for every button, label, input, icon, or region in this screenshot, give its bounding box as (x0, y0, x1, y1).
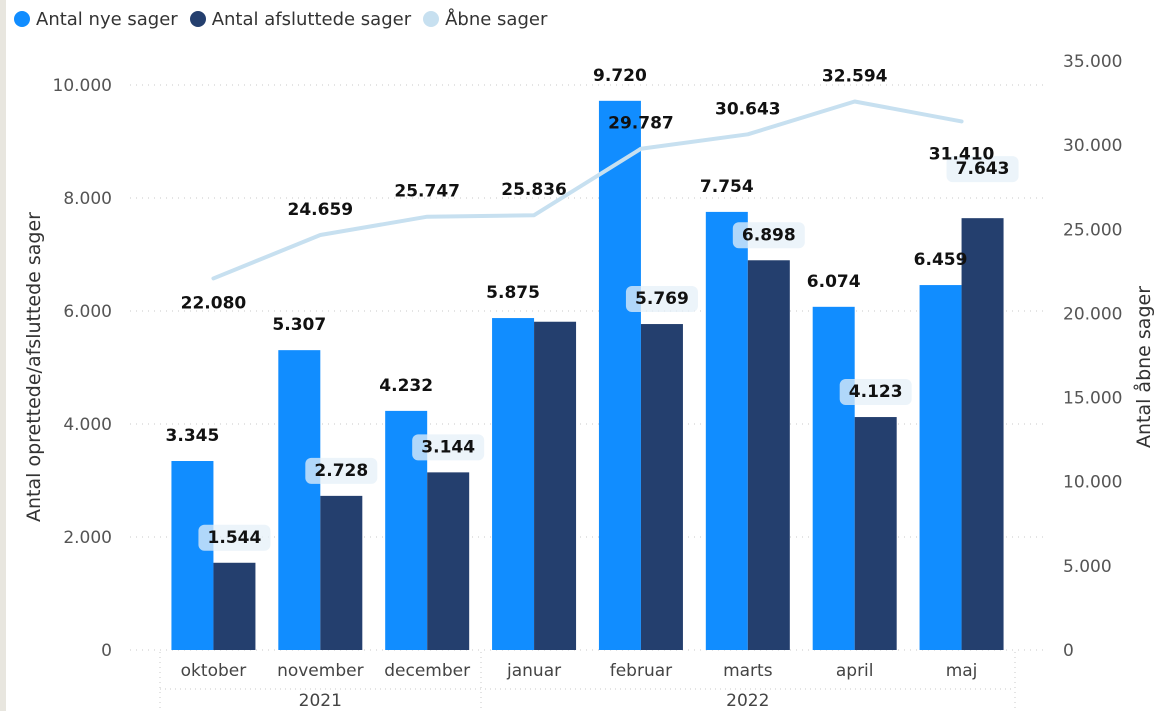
bar-closed-cases (427, 472, 470, 650)
bar-new-cases (171, 461, 214, 650)
data-label-open: 30.643 (715, 99, 781, 119)
x-tick-label: april (836, 661, 874, 681)
data-label-open: 25.836 (501, 180, 567, 200)
data-label-closed: 6.898 (742, 225, 796, 245)
data-label-new: 3.345 (166, 426, 220, 446)
bar-new-cases (705, 211, 748, 651)
legend-marker-new (14, 11, 30, 27)
data-label-new: 5.875 (486, 283, 540, 303)
data-label-bg (305, 457, 378, 484)
data-label-closed: 4.123 (849, 382, 903, 402)
y-right-tick-label: 35.000 (1063, 52, 1122, 72)
data-label-bg (625, 286, 698, 313)
y-right-tick-label: 5.000 (1063, 557, 1112, 577)
line-open-cases (211, 99, 964, 281)
bar-new-cases (278, 350, 321, 650)
x-tick-label: februar (610, 661, 672, 681)
data-label-open: 22.080 (181, 293, 247, 313)
data-label-open: 24.659 (288, 200, 354, 220)
data-label-new: 7.754 (700, 177, 754, 197)
y-axis-title: Antal oprettede/afsluttede sager (23, 212, 45, 522)
data-label-new: 6.459 (914, 250, 968, 270)
data-label-open: 25.747 (394, 182, 460, 202)
y-right-tick-label: 30.000 (1063, 136, 1122, 156)
y-right-tick-label: 20.000 (1063, 304, 1122, 324)
bar-new-cases (598, 100, 641, 650)
y-tick-label: 0 (101, 641, 112, 661)
y-right-axis-title: Antal åbne sager (1132, 286, 1155, 448)
data-label-new: 5.307 (272, 315, 326, 335)
bar-closed-cases (961, 218, 1004, 650)
y-tick-label: 8.000 (63, 189, 112, 209)
data-label-bg (839, 379, 912, 406)
x-tick-label: november (277, 661, 364, 681)
x-year-label: 2022 (726, 691, 769, 711)
y-tick-label: 6.000 (63, 302, 112, 322)
legend: Antal nye sager Antal afsluttede sager Å… (14, 6, 551, 32)
legend-marker-open (423, 11, 440, 27)
y-right-tick-label: 25.000 (1063, 220, 1122, 240)
data-label-closed: 2.728 (314, 461, 368, 481)
x-tick-label: oktober (181, 661, 247, 681)
bar-new-cases (919, 285, 962, 650)
x-tick-label: december (384, 661, 470, 681)
data-label-bg (198, 524, 271, 551)
data-label-open: 31.410 (929, 144, 995, 164)
data-label-new: 9.720 (593, 66, 647, 86)
y-tick-label: 4.000 (63, 415, 112, 435)
x-year-label: 2021 (299, 691, 342, 711)
legend-item-new[interactable]: Antal nye sager (14, 9, 178, 30)
bar-closed-cases (747, 260, 790, 650)
x-tick-label: marts (723, 661, 773, 681)
y-right-tick-label: 10.000 (1063, 473, 1122, 493)
data-label-open: 32.594 (822, 66, 888, 86)
y-right-tick-label: 0 (1063, 641, 1074, 661)
bar-closed-cases (320, 495, 363, 650)
bar-new-cases (812, 306, 855, 650)
legend-label-new: Antal nye sager (36, 8, 178, 30)
y-tick-label: 2.000 (63, 528, 112, 548)
bar-closed-cases (640, 324, 683, 650)
legend-item-closed[interactable]: Antal afsluttede sager (189, 8, 412, 30)
data-label-new: 6.074 (807, 272, 861, 292)
legend-label-open: Åbne sager (445, 8, 548, 30)
bar-closed-cases (213, 562, 256, 650)
legend-item-open[interactable]: Åbne sager (423, 9, 547, 30)
data-label-closed: 5.769 (635, 289, 689, 309)
legend-marker-closed (189, 11, 206, 27)
x-tick-label: januar (506, 661, 561, 681)
data-label-bg (412, 434, 485, 461)
bar-closed-cases (854, 417, 897, 650)
data-label-bg (732, 222, 805, 249)
x-tick-label: maj (946, 661, 978, 681)
legend-label-closed: Antal afsluttede sager (211, 8, 412, 30)
data-label-open: 29.787 (608, 114, 674, 134)
bar-new-cases (492, 318, 535, 650)
data-label-bg (946, 156, 1019, 183)
data-label-closed: 7.643 (956, 159, 1010, 179)
bar-closed-cases (534, 321, 577, 650)
left-edge-strip (0, 0, 6, 711)
data-label-closed: 1.544 (208, 528, 262, 548)
data-label-new: 4.232 (379, 376, 433, 396)
y-right-tick-label: 15.000 (1063, 389, 1122, 409)
y-tick-label: 10.000 (53, 76, 112, 96)
data-label-closed: 3.144 (421, 437, 475, 457)
